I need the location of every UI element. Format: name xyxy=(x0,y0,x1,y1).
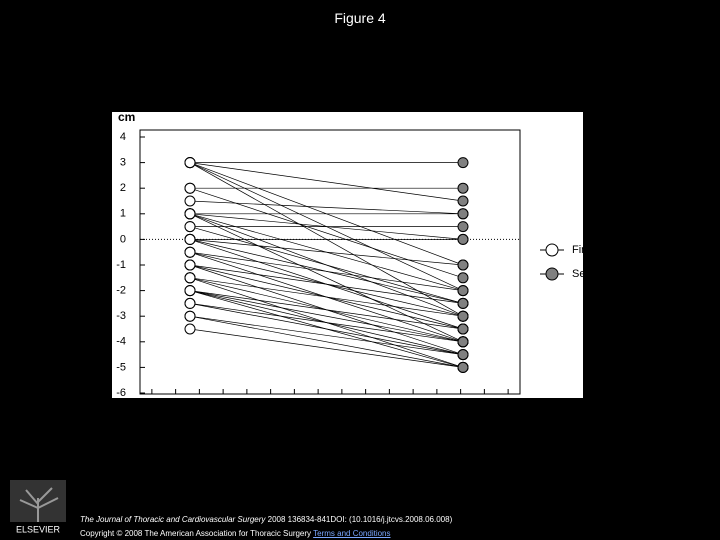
pair-line xyxy=(189,239,464,266)
point xyxy=(184,221,196,233)
terms-link[interactable]: Terms and Conditions xyxy=(313,529,391,538)
publisher-name: ELSEVIER xyxy=(16,524,61,534)
page-title: Figure 4 xyxy=(334,10,386,26)
point xyxy=(457,221,469,233)
legend-label: First xyxy=(572,244,593,256)
point xyxy=(457,208,469,220)
pair-line xyxy=(189,200,464,215)
point xyxy=(457,272,469,284)
citation: 2008 136834-841DOI: (10.1016/j.jtcvs.200… xyxy=(267,515,453,524)
pair-line xyxy=(189,290,464,343)
point xyxy=(184,285,196,297)
point xyxy=(457,336,469,348)
y-tick-label: -1 xyxy=(116,259,126,271)
y-tick-label: 3 xyxy=(120,157,126,169)
y-tick-label: 1 xyxy=(120,208,126,220)
pair-line xyxy=(189,264,464,304)
pair-line xyxy=(189,213,464,343)
y-tick-label: -3 xyxy=(116,310,126,322)
point xyxy=(184,182,196,194)
point xyxy=(457,297,469,309)
pair-line xyxy=(189,315,464,368)
citation-line: The Journal of Thoracic and Cardiovascul… xyxy=(80,515,452,524)
point xyxy=(457,285,469,297)
y-tick-label: 2 xyxy=(120,182,126,194)
point xyxy=(184,259,196,271)
chart-background xyxy=(112,112,583,398)
point xyxy=(457,195,469,207)
pair-line xyxy=(189,328,464,368)
y-tick-label: -4 xyxy=(116,336,126,348)
point xyxy=(457,323,469,335)
point xyxy=(184,310,196,322)
legend-label: Second xyxy=(572,268,609,280)
legend-marker xyxy=(545,243,559,257)
point xyxy=(184,157,196,169)
pair-line xyxy=(189,162,464,202)
y-axis-label: cm xyxy=(118,110,135,124)
point xyxy=(457,233,469,245)
pair-line xyxy=(189,315,464,355)
legend-marker xyxy=(545,267,559,281)
point xyxy=(184,233,196,245)
point xyxy=(184,272,196,284)
plot-frame xyxy=(139,129,521,395)
y-tick-label: -5 xyxy=(116,361,126,373)
copyright-line: Copyright © 2008 The American Associatio… xyxy=(80,529,391,538)
point xyxy=(457,182,469,194)
point xyxy=(457,349,469,361)
y-tick-label: 0 xyxy=(120,233,126,245)
point xyxy=(457,361,469,373)
journal-name: The Journal of Thoracic and Cardiovascul… xyxy=(80,515,266,524)
point xyxy=(184,208,196,220)
pair-line xyxy=(189,303,464,355)
copyright: Copyright © 2008 The American Associatio… xyxy=(80,529,312,538)
point xyxy=(457,259,469,271)
y-tick-label: -6 xyxy=(116,387,126,399)
point xyxy=(457,157,469,169)
pair-line xyxy=(189,290,464,330)
point xyxy=(184,323,196,335)
point xyxy=(457,310,469,322)
y-tick-label: 4 xyxy=(120,131,126,143)
pair-line xyxy=(189,277,464,317)
pair-line xyxy=(189,303,464,343)
point xyxy=(184,246,196,258)
pair-line xyxy=(189,251,464,291)
point xyxy=(184,297,196,309)
publisher-logo: ELSEVIER xyxy=(10,480,66,534)
point xyxy=(184,195,196,207)
y-tick-label: -2 xyxy=(116,285,126,297)
